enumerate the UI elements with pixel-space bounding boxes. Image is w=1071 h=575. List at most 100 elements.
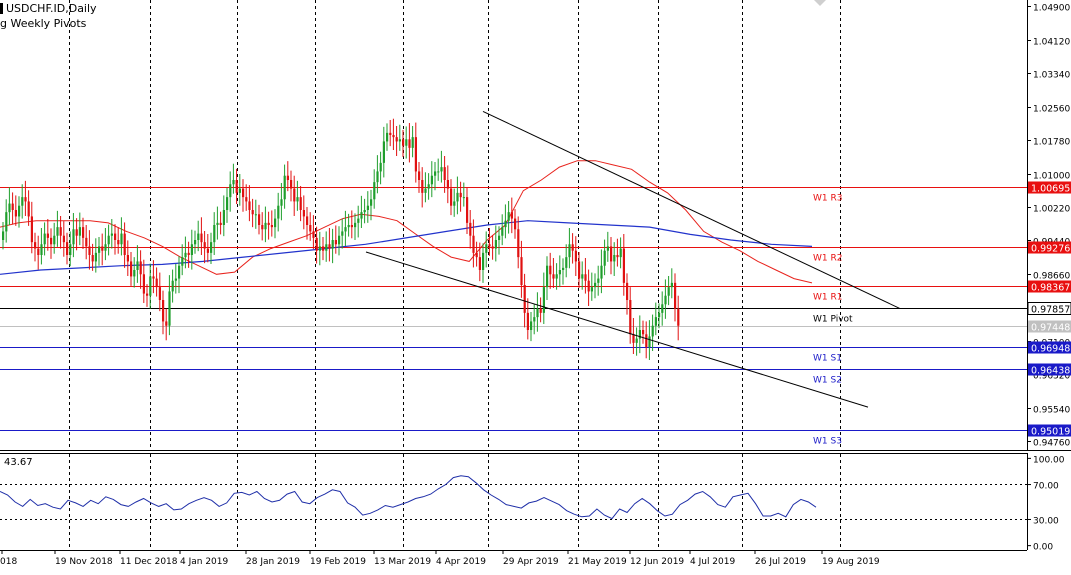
price-candle [366, 205, 369, 210]
price-candle [565, 257, 568, 268]
price-candle [299, 197, 302, 210]
price-candle [302, 210, 305, 217]
y-tick-label: 1.04900 [1033, 4, 1070, 14]
price-candle [472, 235, 475, 253]
price-candle [466, 197, 469, 223]
x-tick-label: 19 Feb 2019 [310, 557, 366, 567]
price-candle [581, 274, 584, 279]
x-tick-label: 12 Jun 2019 [630, 557, 684, 567]
price-candle [594, 282, 597, 288]
price-candle [216, 222, 219, 225]
price-candle [462, 197, 465, 199]
price-candle [194, 240, 197, 245]
price-candle [293, 188, 296, 202]
price-candle [181, 257, 184, 266]
x-tick-label: 018 [0, 557, 17, 567]
price-candle [334, 240, 337, 245]
price-candle [626, 282, 629, 300]
price-candle [24, 197, 27, 202]
price-box-label: 1.00695 [1031, 184, 1070, 195]
price-candle [344, 227, 347, 232]
price-candle [670, 282, 673, 288]
price-candle [459, 192, 462, 198]
x-tick-label: 28 Jan 2019 [246, 557, 300, 567]
price-candle [130, 261, 133, 277]
price-candle [507, 212, 510, 221]
price-candle [488, 244, 491, 247]
price-candle [110, 233, 113, 236]
ma-slow-line [0, 220, 813, 275]
price-box [1028, 320, 1071, 333]
y-tick-label: 0.95540 [1033, 406, 1070, 416]
price-candle [421, 180, 424, 193]
price-candle [338, 235, 341, 245]
price-candle [498, 235, 501, 240]
x-tick-label: 4 Jan 2019 [180, 557, 228, 567]
price-candle [251, 210, 254, 215]
symbol-color-marker [0, 3, 3, 14]
price-box [1027, 302, 1071, 315]
price-candle [562, 267, 565, 270]
price-box [1028, 363, 1071, 376]
price-box-label: 0.97857 [1031, 305, 1070, 316]
price-candle [414, 137, 417, 172]
price-candle [203, 242, 206, 249]
price-candle [238, 188, 241, 193]
price-candle [606, 246, 609, 251]
price-candle [283, 175, 286, 200]
price-candle [622, 248, 625, 283]
x-tick-label: 19 Aug 2019 [822, 557, 880, 567]
scroll-marker-icon[interactable] [814, 0, 826, 6]
price-candle [571, 244, 574, 251]
price-candle [667, 287, 670, 296]
price-candle [453, 201, 456, 206]
price-candle [85, 237, 88, 247]
price-candle [632, 334, 635, 343]
price-candle [136, 261, 139, 270]
price-candle [360, 212, 363, 219]
price-candle [357, 218, 360, 223]
price-candle [491, 246, 494, 249]
price-candle [558, 270, 561, 275]
price-candle [542, 287, 545, 313]
price-candle [139, 261, 142, 275]
y-tick-label: 1.00220 [1033, 205, 1070, 215]
price-candle [213, 225, 216, 243]
price-candle [354, 222, 357, 228]
price-candle [18, 205, 21, 217]
price-candle [325, 244, 328, 251]
price-candle [587, 280, 590, 292]
pivot-level-label: W1 S1 [813, 354, 842, 364]
price-candle [536, 308, 539, 318]
price-candle [658, 312, 661, 318]
price-candle [642, 330, 645, 335]
price-candle [78, 227, 81, 236]
price-candle [517, 229, 520, 258]
price-candle [178, 265, 181, 279]
price-candle [117, 240, 120, 245]
price-box [1028, 241, 1071, 254]
price-candle [430, 175, 433, 185]
price-candle [456, 192, 459, 202]
osc-tick-label: 30.00 [1033, 516, 1059, 526]
price-candle [82, 227, 85, 238]
price-candle [197, 233, 200, 240]
price-candle [578, 261, 581, 279]
price-candle [674, 282, 677, 309]
price-candle [555, 274, 558, 279]
price-candle [232, 180, 235, 185]
y-tick-label: 0.96320 [1033, 372, 1070, 382]
price-candle [398, 139, 401, 142]
price-candle [504, 220, 507, 228]
price-candle [520, 257, 523, 285]
price-candle [664, 295, 667, 305]
price-candle [62, 235, 65, 243]
price-candle [312, 231, 315, 238]
x-tick-label: 21 May 2019 [568, 557, 627, 567]
price-candle [69, 244, 72, 255]
price-candle [50, 237, 53, 245]
y-tick-label: 0.94760 [1033, 439, 1070, 449]
price-candle [242, 188, 245, 198]
